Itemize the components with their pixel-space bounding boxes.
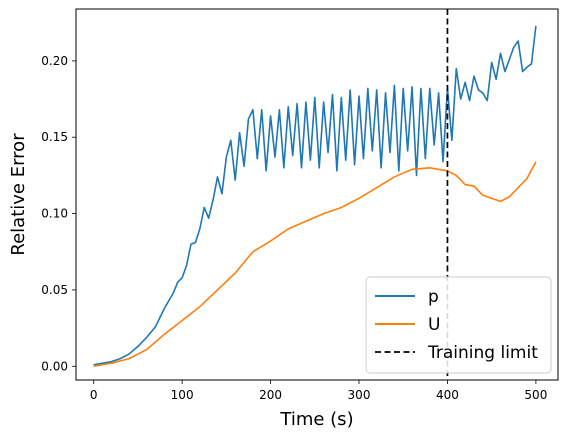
y-tick-label: 0.15 <box>41 130 68 144</box>
x-tick-label: 200 <box>259 388 282 402</box>
legend: p U Training limit <box>365 276 552 374</box>
series-line-p <box>93 25 537 366</box>
y-tick-label: 0.20 <box>41 54 68 68</box>
x-tick-label: 400 <box>436 388 459 402</box>
x-tick-label: 0 <box>90 388 98 402</box>
x-tick-label: 300 <box>348 388 371 402</box>
y-tick-label: 0.10 <box>41 207 68 221</box>
y-axis-label: Relative Error <box>8 133 29 256</box>
y-axis: 0.00 0.05 0.10 0.15 0.20 <box>41 54 76 373</box>
plot-area <box>75 8 559 381</box>
y-tick-label: 0.05 <box>41 283 68 297</box>
x-tick-label: 100 <box>171 388 194 402</box>
y-tick-label: 0.00 <box>41 359 68 373</box>
series-line-u <box>93 161 537 368</box>
legend-box <box>365 276 552 374</box>
legend-label-p: p <box>428 287 439 307</box>
x-axis-label: Time (s) <box>279 409 353 430</box>
legend-label-training-limit: Training limit <box>427 343 538 363</box>
axes-frame <box>75 8 559 381</box>
legend-label-u: U <box>428 315 440 335</box>
x-axis: 0 100 200 300 400 500 <box>90 380 547 402</box>
x-tick-label: 500 <box>524 388 547 402</box>
